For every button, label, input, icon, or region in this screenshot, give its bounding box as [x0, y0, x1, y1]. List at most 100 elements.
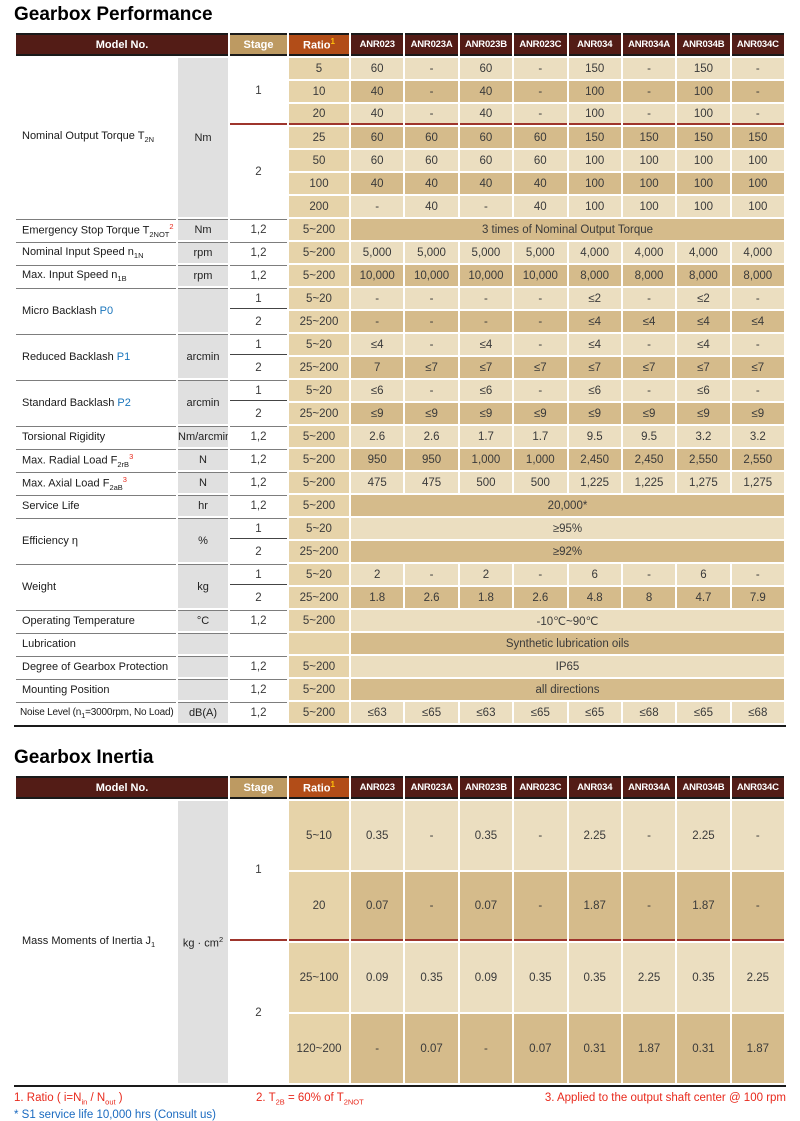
data-cell: -	[459, 288, 513, 309]
data-cell: 1,225	[568, 472, 621, 493]
stage-cell: 2	[230, 541, 287, 562]
data-cell: 1,275	[677, 472, 730, 493]
text-segment: Lubrication	[22, 638, 76, 650]
data-cell: 0.35	[351, 801, 404, 870]
performance-title: Gearbox Performance	[14, 4, 213, 25]
data-cell: ≤65	[405, 702, 458, 723]
data-cell: -	[622, 58, 676, 79]
footnote-red-3: 3. Applied to the output shaft center @ …	[518, 1092, 786, 1106]
text-segment: Emergency Stop Torque T	[22, 224, 150, 237]
stage-cell: 1,2	[230, 242, 287, 263]
ratio-cell: 5~20	[289, 288, 349, 309]
data-cell: 2.6	[405, 426, 458, 447]
data-cell: 1.7	[514, 426, 567, 447]
text-segment: N	[199, 454, 207, 466]
data-cell: -	[622, 564, 676, 585]
header-ratio: Ratio1	[289, 776, 349, 799]
data-cell: 0.35	[405, 943, 458, 1012]
merged-value-cell: all directions	[351, 679, 784, 700]
stage-cell: 1	[230, 564, 287, 585]
ratio-cell: 20	[289, 104, 349, 125]
data-cell: 6	[568, 564, 621, 585]
text-segment: * S1 service life 10,000 hrs (Consult us…	[14, 1109, 216, 1121]
footnote-red-2: 2. T2B = 60% of T2NOT	[256, 1092, 518, 1106]
data-cell: 1.87	[622, 1014, 676, 1083]
data-cell: 2,450	[568, 449, 621, 470]
unit-cell: Nm	[178, 58, 228, 217]
footnote-blue: * S1 service life 10,000 hrs (Consult us…	[14, 1109, 786, 1121]
data-cell: 7.9	[731, 587, 784, 608]
text-segment: 3	[129, 451, 134, 461]
stage-cell: 1	[230, 518, 287, 539]
stage-cell: 1	[230, 58, 287, 125]
param-label: Weight	[16, 564, 176, 608]
data-cell: ≤6	[568, 380, 621, 401]
data-cell: ≤6	[677, 380, 730, 401]
data-cell: 3.2	[731, 426, 784, 447]
header-stage: Stage	[230, 776, 287, 799]
stage-cell: 1,2	[230, 610, 287, 631]
data-cell: -	[351, 1014, 404, 1083]
data-cell: 100	[677, 104, 730, 125]
header-model-anr023a: ANR023A	[405, 33, 458, 56]
param-label: Micro Backlash P0	[16, 288, 176, 332]
param-label: Emergency Stop Torque T2NOT2	[16, 219, 176, 240]
unit-cell: dB(A)	[178, 702, 228, 723]
footnotes: 1. Ratio ( i=Nin / Nout ) 2. T2B = 60% of…	[14, 1092, 786, 1121]
text-segment: °C	[196, 615, 210, 627]
data-cell: ≤4	[677, 311, 730, 332]
text-segment: hr	[198, 500, 208, 512]
ratio-cell: 5~200	[289, 265, 349, 286]
param-label: Max. Axial Load F2aB3	[16, 472, 176, 493]
data-cell: 950	[351, 449, 404, 470]
data-cell: 100	[568, 81, 621, 102]
merged-value-cell: 3 times of Nominal Output Torque	[351, 219, 784, 240]
stage-cell: 1	[230, 380, 287, 401]
header-model-no: Model No.	[16, 776, 228, 799]
data-cell: 150	[677, 58, 730, 79]
data-cell: -	[351, 311, 404, 332]
text-segment: 2B	[275, 1097, 285, 1107]
data-cell: ≤7	[405, 357, 458, 378]
data-cell: 0.09	[351, 943, 404, 1012]
data-cell: 2,550	[731, 449, 784, 470]
data-cell: -	[514, 872, 567, 941]
text-segment: Operating Temperature	[22, 615, 135, 627]
text-segment: 2aB	[109, 482, 123, 492]
data-cell: ≤4	[622, 311, 676, 332]
header-model-no: Model No.	[16, 33, 228, 56]
ratio-cell: 120~200	[289, 1014, 349, 1083]
param-label: Lubrication	[16, 633, 176, 654]
text-segment: 1B	[117, 274, 127, 284]
data-cell: 40	[514, 173, 567, 194]
data-cell: 950	[405, 449, 458, 470]
data-cell: 1,225	[622, 472, 676, 493]
data-cell: ≤7	[622, 357, 676, 378]
text-segment: 2	[218, 934, 224, 944]
text-segment: rpm	[193, 270, 213, 282]
data-cell: -	[405, 380, 458, 401]
data-cell: 4,000	[622, 242, 676, 263]
param-label: Efficiency η	[16, 518, 176, 562]
data-cell: 500	[514, 472, 567, 493]
data-cell: 100	[622, 173, 676, 194]
data-cell: 7	[351, 357, 404, 378]
data-cell: 100	[731, 196, 784, 217]
data-cell: 60	[351, 58, 404, 79]
data-cell: 5,000	[459, 242, 513, 263]
header-model-anr034a: ANR034A	[622, 776, 676, 799]
ratio-cell: 5~20	[289, 380, 349, 401]
data-cell: 40	[405, 173, 458, 194]
data-cell: 100	[568, 104, 621, 125]
text-segment: arcmin	[186, 350, 220, 363]
text-segment: 2N	[144, 135, 155, 145]
data-cell: ≤6	[459, 380, 513, 401]
stage-cell: 1,2	[230, 702, 287, 723]
text-segment: Efficiency η	[22, 534, 79, 547]
data-cell: -	[514, 564, 567, 585]
text-segment: Mounting Position	[22, 684, 110, 696]
ratio-cell: 5~200	[289, 472, 349, 493]
text-segment: 2. T	[256, 1092, 276, 1104]
ratio-cell: 5~200	[289, 679, 349, 700]
data-cell: 8,000	[677, 265, 730, 286]
